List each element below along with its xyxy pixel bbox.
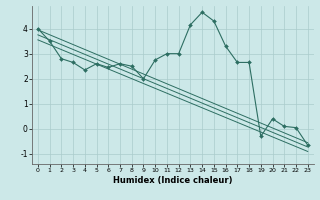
X-axis label: Humidex (Indice chaleur): Humidex (Indice chaleur) [113, 176, 233, 185]
